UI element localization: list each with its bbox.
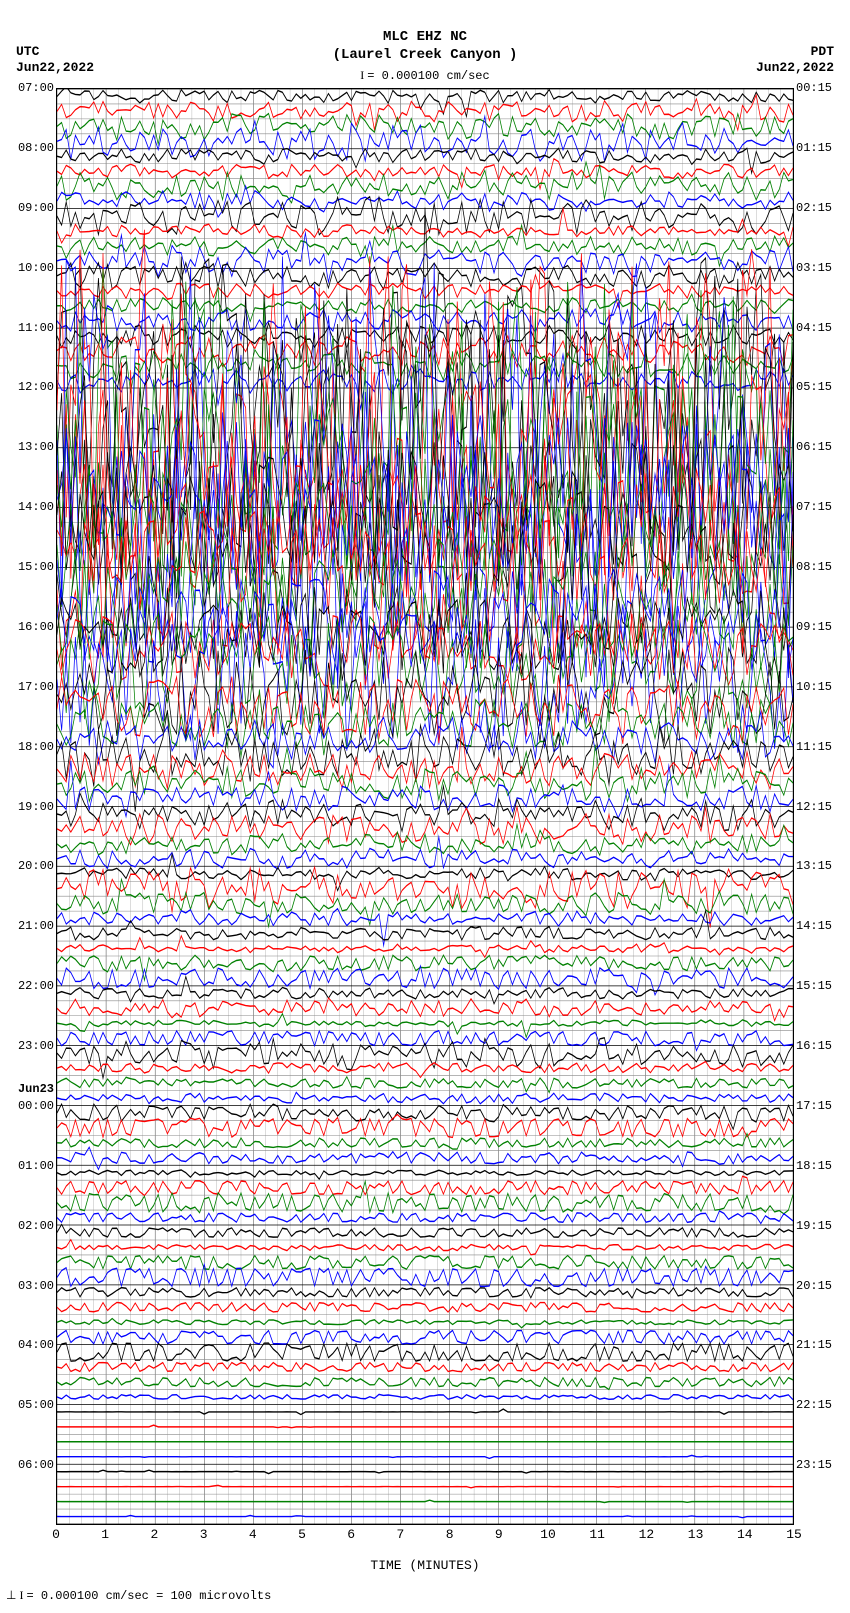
- right-hour-label: 04:15: [796, 321, 846, 335]
- left-hour-label: 11:00: [4, 321, 54, 335]
- left-hour-label: 00:00: [4, 1099, 54, 1113]
- x-tick-label: 12: [639, 1527, 655, 1542]
- left-hour-label: 22:00: [4, 979, 54, 993]
- right-hour-label: 11:15: [796, 740, 846, 754]
- right-time-labels: 00:1501:1502:1503:1504:1505:1506:1507:15…: [796, 88, 846, 1525]
- left-hour-label: 09:00: [4, 201, 54, 215]
- scale-note: I = 0.000100 cm/sec: [0, 68, 850, 83]
- right-hour-label: 16:15: [796, 1039, 846, 1053]
- x-tick-label: 9: [495, 1527, 503, 1542]
- right-hour-label: 13:15: [796, 859, 846, 873]
- corner-pdt: PDT Jun22,2022: [756, 44, 834, 75]
- left-hour-label: 08:00: [4, 141, 54, 155]
- left-hour-label: 03:00: [4, 1279, 54, 1293]
- station-location: (Laurel Creek Canyon ): [0, 46, 850, 64]
- x-tick-label: 2: [150, 1527, 158, 1542]
- left-hour-label: 06:00: [4, 1458, 54, 1472]
- left-hour-label: 04:00: [4, 1338, 54, 1352]
- right-hour-label: 15:15: [796, 979, 846, 993]
- x-tick-label: 13: [688, 1527, 704, 1542]
- corner-utc: UTC Jun22,2022: [16, 44, 94, 75]
- day-break-label: Jun23: [4, 1082, 54, 1096]
- right-hour-label: 23:15: [796, 1458, 846, 1472]
- left-hour-label: 10:00: [4, 261, 54, 275]
- x-tick-label: 5: [298, 1527, 306, 1542]
- right-hour-label: 21:15: [796, 1338, 846, 1352]
- left-hour-label: 05:00: [4, 1398, 54, 1412]
- x-tick-label: 1: [101, 1527, 109, 1542]
- left-hour-label: 07:00: [4, 81, 54, 95]
- x-tick-label: 11: [589, 1527, 605, 1542]
- x-tick-label: 10: [540, 1527, 556, 1542]
- right-hour-label: 18:15: [796, 1159, 846, 1173]
- left-hour-label: 15:00: [4, 560, 54, 574]
- x-tick-label: 3: [200, 1527, 208, 1542]
- left-hour-label: 12:00: [4, 380, 54, 394]
- left-hour-label: 02:00: [4, 1219, 54, 1233]
- x-tick-label: 4: [249, 1527, 257, 1542]
- x-tick-label: 8: [446, 1527, 454, 1542]
- left-hour-label: 16:00: [4, 620, 54, 634]
- right-hour-label: 20:15: [796, 1279, 846, 1293]
- right-hour-label: 07:15: [796, 500, 846, 514]
- x-axis-title: TIME (MINUTES): [0, 1558, 850, 1573]
- seismogram-plot: [56, 88, 794, 1525]
- right-hour-label: 00:15: [796, 81, 846, 95]
- right-hour-label: 03:15: [796, 261, 846, 275]
- right-hour-label: 05:15: [796, 380, 846, 394]
- x-tick-label: 7: [396, 1527, 404, 1542]
- right-hour-label: 06:15: [796, 440, 846, 454]
- left-hour-label: 21:00: [4, 919, 54, 933]
- left-hour-label: 23:00: [4, 1039, 54, 1053]
- footer-scale: ⊥ I = 0.000100 cm/sec = 100 microvolts: [6, 1588, 271, 1603]
- x-tick-label: 14: [737, 1527, 753, 1542]
- right-hour-label: 02:15: [796, 201, 846, 215]
- right-hour-label: 10:15: [796, 680, 846, 694]
- x-tick-label: 0: [52, 1527, 60, 1542]
- right-hour-label: 12:15: [796, 800, 846, 814]
- right-hour-label: 08:15: [796, 560, 846, 574]
- right-hour-label: 14:15: [796, 919, 846, 933]
- right-hour-label: 01:15: [796, 141, 846, 155]
- left-hour-label: 13:00: [4, 440, 54, 454]
- left-hour-label: 19:00: [4, 800, 54, 814]
- x-tick-label: 6: [347, 1527, 355, 1542]
- left-hour-label: 01:00: [4, 1159, 54, 1173]
- left-hour-label: 17:00: [4, 680, 54, 694]
- right-hour-label: 19:15: [796, 1219, 846, 1233]
- right-hour-label: 17:15: [796, 1099, 846, 1113]
- left-time-labels: 07:0008:0009:0010:0011:0012:0013:0014:00…: [4, 88, 54, 1525]
- left-hour-label: 14:00: [4, 500, 54, 514]
- x-tick-label: 15: [786, 1527, 802, 1542]
- station-code: MLC EHZ NC: [0, 28, 850, 46]
- x-axis-labels: 0123456789101112131415: [56, 1527, 794, 1555]
- left-hour-label: 18:00: [4, 740, 54, 754]
- right-hour-label: 22:15: [796, 1398, 846, 1412]
- right-hour-label: 09:15: [796, 620, 846, 634]
- left-hour-label: 20:00: [4, 859, 54, 873]
